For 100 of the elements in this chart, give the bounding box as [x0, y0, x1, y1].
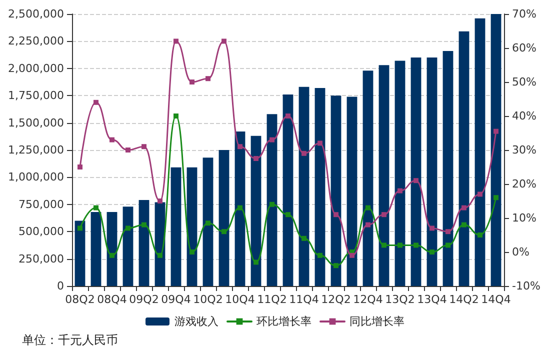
- bar: [490, 14, 502, 286]
- point: [382, 242, 386, 248]
- bar: [250, 136, 262, 286]
- y2-tick-label: 0%: [512, 246, 530, 258]
- y2-tick-label: 30%: [512, 144, 536, 156]
- bar: [378, 65, 390, 286]
- bar: [330, 96, 342, 286]
- point: [142, 144, 146, 150]
- y-tick-label: 250,000: [18, 252, 64, 266]
- x-tick-label: 08Q2: [65, 293, 95, 306]
- point: [270, 202, 274, 207]
- point: [478, 192, 482, 197]
- bar: [474, 18, 486, 286]
- y-tick-label: 500,000: [18, 225, 64, 238]
- point: [206, 76, 210, 82]
- y2-tick-label: 40%: [512, 110, 536, 122]
- point: [110, 137, 114, 142]
- bar: [442, 50, 454, 286]
- point: [350, 252, 354, 258]
- point: [158, 252, 162, 258]
- x-tick-label: 11Q4: [289, 293, 319, 306]
- point: [222, 229, 226, 234]
- bar: [458, 31, 470, 286]
- legend-label: 同比增长率: [350, 315, 404, 328]
- y-tick-label: 0: [57, 280, 64, 292]
- y2-tick-label: 20%: [512, 178, 536, 190]
- point: [126, 226, 130, 231]
- point: [190, 80, 194, 84]
- point: [366, 205, 370, 210]
- bar: [202, 158, 214, 286]
- bar: [154, 202, 166, 286]
- bar: [282, 94, 294, 286]
- y-tick-label: 750,000: [18, 198, 64, 211]
- point: [318, 252, 322, 258]
- x-tick-label: 09Q2: [129, 293, 159, 306]
- point: [430, 250, 434, 254]
- point: [126, 148, 130, 152]
- bar: [90, 212, 102, 286]
- bar: [138, 200, 150, 286]
- bar: [218, 150, 230, 286]
- point: [238, 144, 242, 150]
- point: [398, 242, 402, 248]
- point: [462, 205, 466, 210]
- y2-tick-label: 10%: [512, 212, 536, 224]
- point: [478, 232, 482, 238]
- legend-label: 环比增长率: [256, 315, 312, 328]
- point: [494, 128, 498, 134]
- y-tick-label: 1,750,000: [8, 89, 64, 102]
- x-tick-label: 10Q2: [193, 293, 223, 306]
- x-tick-label: 08Q4: [97, 293, 127, 306]
- point: [302, 150, 306, 156]
- point: [78, 226, 82, 231]
- bar: [410, 58, 422, 286]
- y-tick-label: 2,250,000: [8, 34, 64, 48]
- x-tick-label: 14Q4: [481, 293, 511, 306]
- x-tick-label: 13Q4: [417, 293, 447, 306]
- y-tick-label: 1,500,000: [8, 116, 64, 130]
- point: [318, 140, 322, 146]
- bar: [426, 58, 438, 286]
- point: [174, 114, 178, 118]
- point: [206, 220, 210, 226]
- point: [174, 38, 178, 44]
- point: [78, 164, 82, 170]
- point: [110, 252, 114, 258]
- bar: [122, 206, 134, 286]
- bar: [394, 60, 406, 286]
- point: [238, 205, 242, 210]
- point: [254, 156, 258, 161]
- point: [446, 242, 450, 248]
- y-tick-label: 1,000,000: [8, 170, 64, 184]
- bar: [186, 167, 198, 286]
- x-tick-label: 14Q2: [449, 293, 479, 306]
- point: [270, 137, 274, 142]
- y2-tick-label: -10%: [512, 280, 540, 292]
- point: [302, 236, 306, 241]
- x-tick-label: 12Q2: [321, 293, 351, 306]
- point: [494, 195, 498, 200]
- point: [254, 260, 258, 265]
- point: [462, 222, 466, 228]
- point: [94, 205, 98, 210]
- bar: [106, 212, 118, 286]
- text: 单位：千元人民币: [22, 333, 118, 347]
- point: [94, 100, 98, 105]
- point: [286, 212, 290, 218]
- bar: [298, 86, 310, 286]
- point: [334, 212, 338, 218]
- point: [366, 222, 370, 228]
- bar: [314, 88, 326, 286]
- point: [414, 178, 418, 184]
- point: [414, 242, 418, 248]
- legend-label: 游戏收入: [174, 315, 218, 328]
- bar: [266, 114, 278, 286]
- x-tick-label: 12Q4: [353, 293, 383, 306]
- point: [430, 226, 434, 231]
- x-tick-label: 09Q4: [161, 293, 191, 306]
- point: [190, 250, 194, 254]
- y-tick-label: 2,500,000: [8, 8, 64, 20]
- y2-tick-label: 50%: [512, 76, 536, 88]
- point: [222, 38, 226, 44]
- y2-tick-label: 70%: [512, 8, 536, 20]
